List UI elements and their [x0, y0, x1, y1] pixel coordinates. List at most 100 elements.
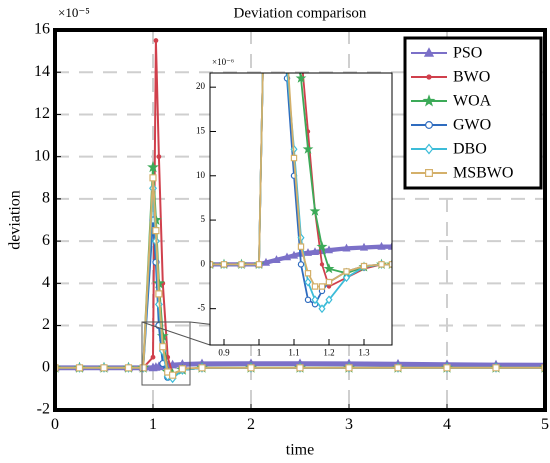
- marker: [360, 262, 368, 270]
- marker: [319, 262, 325, 267]
- legend-label: DBO: [453, 141, 487, 158]
- marker: [378, 261, 385, 268]
- marker: [326, 284, 332, 289]
- marker: [310, 247, 320, 255]
- marker: [425, 169, 433, 177]
- y-tick-label: 2: [42, 316, 50, 333]
- marker: [295, 73, 307, 83]
- y-tick-label: 4: [42, 274, 50, 291]
- y-tick-label: -5: [198, 303, 206, 313]
- marker: [325, 278, 333, 286]
- marker: [316, 240, 328, 252]
- marker: [309, 205, 321, 216]
- marker: [423, 47, 435, 57]
- marker: [150, 354, 156, 360]
- legend-label: PSO: [453, 45, 482, 62]
- y-tick-label: 0: [42, 358, 50, 375]
- marker: [198, 364, 206, 372]
- marker: [247, 364, 255, 372]
- marker: [303, 248, 313, 256]
- inset-background: [210, 73, 392, 345]
- y-tick-label: 10: [34, 147, 50, 164]
- marker: [443, 364, 451, 372]
- plot-area: [55, 38, 545, 384]
- y-tick-label: 0: [201, 258, 206, 268]
- legend-box: [403, 36, 543, 190]
- x-tick-label: 3: [345, 416, 353, 433]
- marker: [387, 241, 392, 250]
- marker: [272, 255, 281, 263]
- marker: [426, 74, 432, 80]
- y-tick-label: 14: [34, 63, 50, 80]
- marker: [345, 364, 353, 372]
- x-tick-label: 2: [247, 416, 255, 433]
- y-tick-label: 8: [42, 190, 50, 207]
- marker: [359, 242, 369, 251]
- y-tick-label: 16: [34, 21, 50, 38]
- marker: [153, 38, 159, 43]
- marker: [169, 371, 177, 379]
- y-tick-label: 15: [196, 126, 206, 136]
- marker: [425, 121, 433, 129]
- marker: [282, 252, 292, 261]
- marker: [220, 261, 228, 268]
- x-tick-label: 0.9: [218, 348, 230, 358]
- marker: [100, 364, 108, 372]
- marker: [492, 364, 500, 372]
- marker: [156, 154, 162, 160]
- axes-frame: [209, 72, 393, 346]
- marker: [304, 277, 312, 287]
- marker: [155, 290, 163, 298]
- marker: [289, 250, 299, 259]
- y-tick-label: 20: [196, 81, 206, 91]
- x-tick-label: 1.1: [288, 348, 299, 358]
- y-axis-label: deviation: [7, 190, 24, 250]
- marker: [324, 245, 334, 254]
- x-tick-label: 1.2: [323, 348, 334, 358]
- y-tick-label: 12: [34, 105, 50, 122]
- y-tick-label: 10: [196, 170, 206, 180]
- x-axis-label: time: [286, 442, 314, 459]
- marker: [149, 174, 157, 182]
- marker: [75, 364, 84, 372]
- marker: [377, 241, 386, 250]
- plot-area: [210, 73, 392, 314]
- marker: [394, 364, 402, 372]
- marker: [255, 261, 263, 268]
- y-exponent: ×10⁻⁵: [58, 5, 90, 20]
- marker: [159, 343, 167, 351]
- axes-frame: [53, 28, 547, 412]
- marker: [124, 364, 133, 372]
- legend-label: MSBWO: [453, 165, 513, 182]
- marker: [318, 283, 326, 290]
- legend-label: WOA: [453, 93, 492, 110]
- zoom-connector: [141, 321, 211, 346]
- marker: [388, 261, 392, 268]
- marker: [302, 143, 314, 154]
- marker: [210, 261, 214, 268]
- marker: [318, 304, 326, 314]
- marker: [296, 364, 304, 372]
- marker: [290, 154, 298, 162]
- marker: [342, 243, 351, 252]
- marker: [311, 295, 319, 305]
- x-tick-label: 1: [149, 416, 157, 433]
- marker: [422, 94, 436, 107]
- zoom-box: [141, 321, 191, 386]
- legend-label: GWO: [453, 117, 491, 134]
- marker: [147, 161, 159, 173]
- marker: [152, 227, 160, 235]
- marker: [342, 273, 351, 283]
- y-tick-label: -2: [37, 401, 50, 418]
- x-tick-label: 4: [443, 416, 451, 433]
- x-tick-label: 1.3: [358, 348, 370, 358]
- legend-label: BWO: [453, 69, 490, 86]
- marker: [325, 295, 333, 305]
- y-tick-label: 6: [42, 232, 50, 249]
- marker: [304, 270, 312, 277]
- y-exponent: ×10⁻⁶: [212, 57, 234, 67]
- x-tick-label: 0: [51, 416, 59, 433]
- marker: [311, 283, 319, 290]
- marker: [323, 263, 335, 274]
